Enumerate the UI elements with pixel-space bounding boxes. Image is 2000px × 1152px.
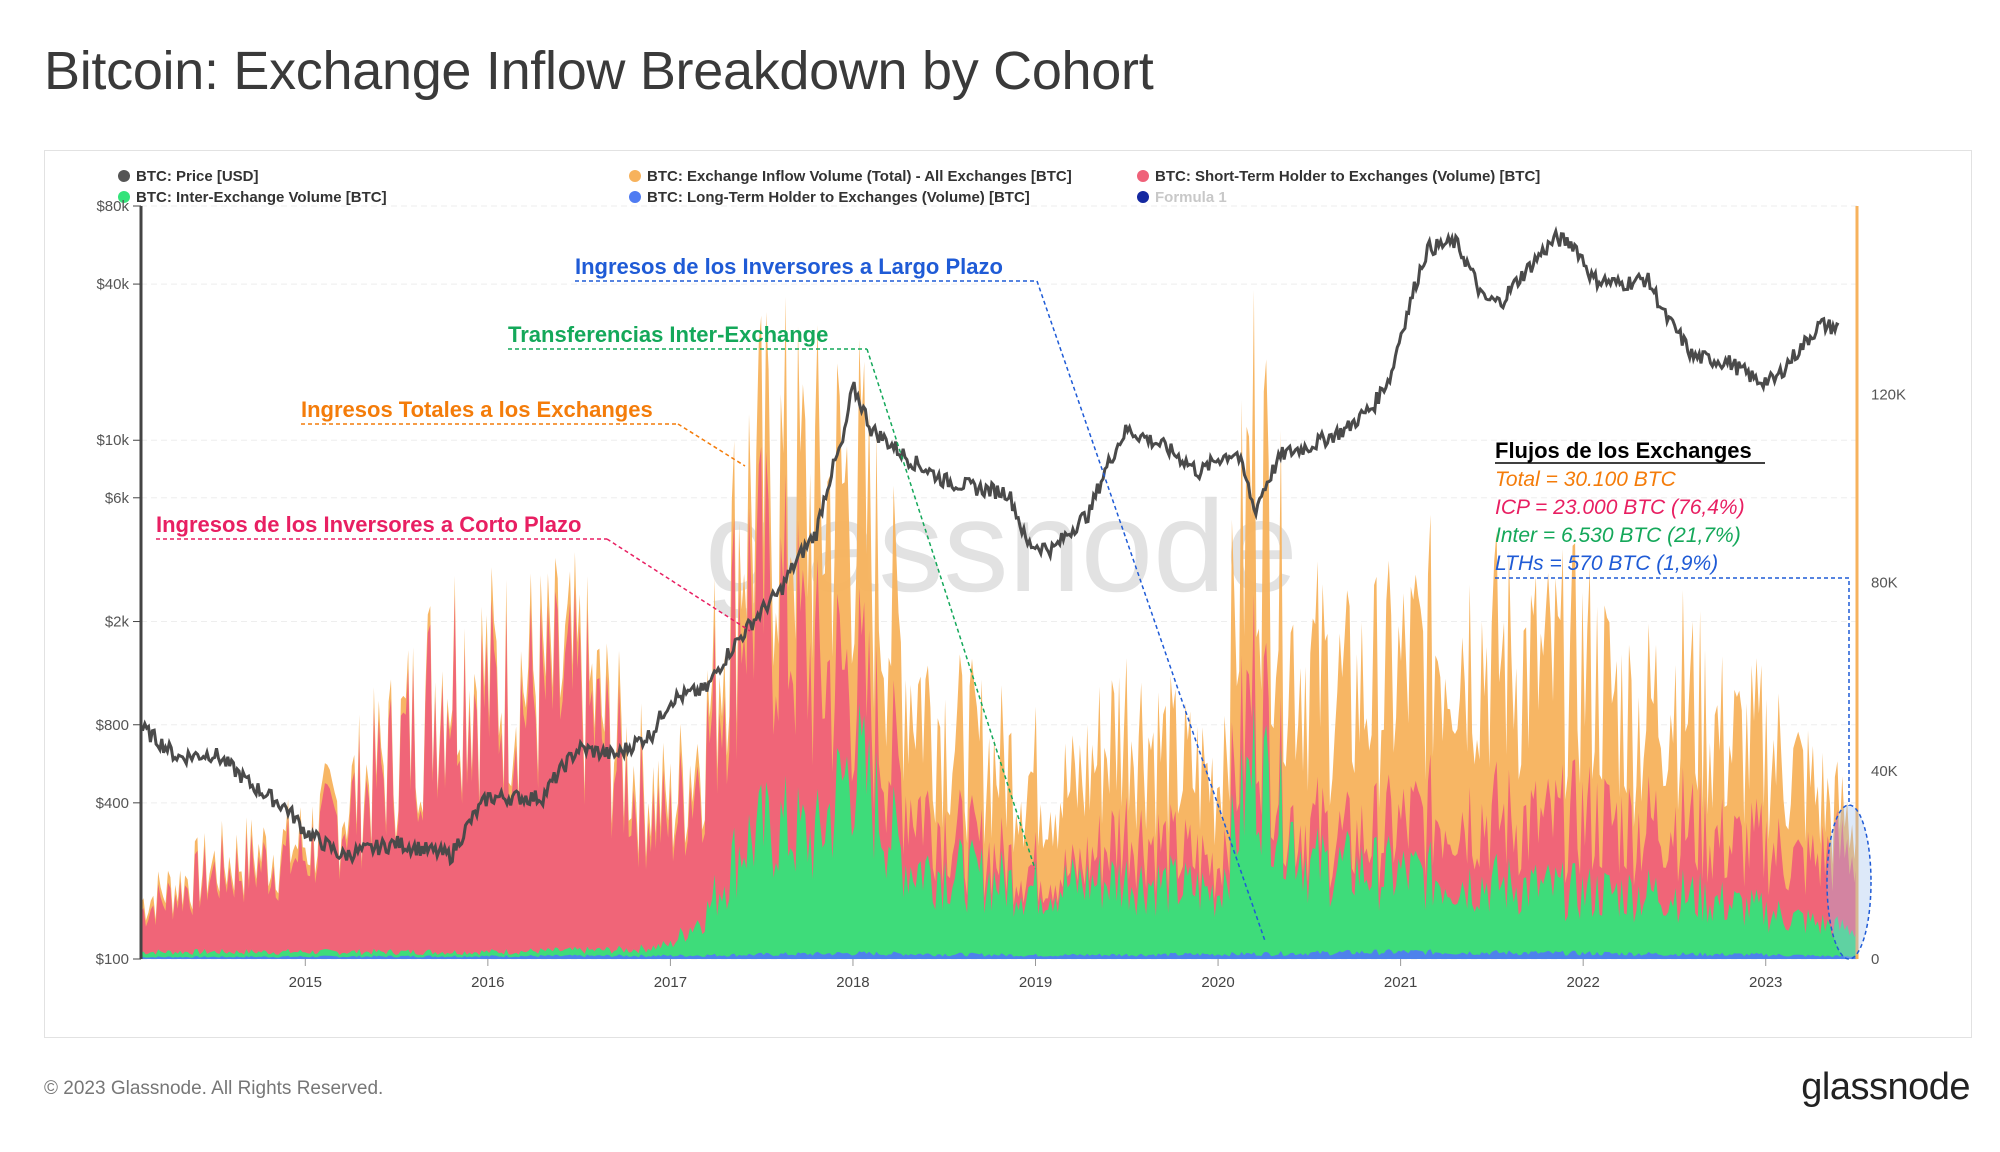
chart-svg: BTC: Price [USD] BTC: Exchange Inflow Vo… [96, 168, 1906, 991]
annotation-total-leader [677, 423, 746, 467]
left-axis-ticks: $100 $400 $800 $2k $6k $10k $40k $80k [96, 198, 141, 968]
flows-line-inter: Inter = 6.530 BTC (21,7%) [1495, 524, 1741, 547]
annotation-lth-label: Ingresos de los Inversores a Largo Plazo [575, 254, 1003, 279]
legend-item-formula[interactable]: Formula 1 [1137, 189, 1227, 206]
legend-item-total-inflow[interactable]: BTC: Exchange Inflow Volume (Total) - Al… [629, 168, 1072, 185]
chart-frame: BTC: Price [USD] BTC: Exchange Inflow Vo… [44, 150, 1972, 1038]
legend-item-sth[interactable]: BTC: Short-Term Holder to Exchanges (Vol… [1137, 168, 1540, 185]
legend-total-dot [629, 170, 641, 182]
legend-inter-dot [118, 191, 130, 203]
flows-box: Flujos de los Exchanges Total = 30.100 B… [1495, 438, 1872, 960]
series-area-2 [141, 702, 1857, 959]
annotation-total-label: Ingresos Totales a los Exchanges [301, 397, 653, 422]
x-tick-label-5: 2020 [1201, 974, 1234, 991]
left-tick-label-1: $400 [96, 795, 129, 812]
flows-line-lth: LTHs = 570 BTC (1,9%) [1495, 552, 1718, 575]
legend-item-lth[interactable]: BTC: Long-Term Holder to Exchanges (Volu… [629, 189, 1030, 206]
page-title: Bitcoin: Exchange Inflow Breakdown by Co… [44, 41, 1154, 101]
legend-formula-dot [1137, 191, 1149, 203]
x-tick-label-0: 2015 [289, 974, 322, 991]
series-areas [141, 290, 1857, 959]
right-tick-label-1: 40K [1871, 763, 1898, 780]
annotation-inter-leader [866, 348, 1036, 870]
annotation-inter: Transferencias Inter-Exchange [508, 322, 1036, 870]
right-axis-ticks: 0 40K 80K 120K [1871, 386, 1906, 968]
annotation-inter-label: Transferencias Inter-Exchange [508, 322, 828, 347]
left-tick-label-5: $10k [96, 432, 129, 449]
footer-logo[interactable]: glassnode [1801, 1066, 1970, 1108]
latest-value-highlight [1826, 804, 1872, 960]
legend-total-label: BTC: Exchange Inflow Volume (Total) - Al… [647, 168, 1072, 185]
legend-sth-label: BTC: Short-Term Holder to Exchanges (Vol… [1155, 168, 1540, 185]
x-tick-label-8: 2023 [1749, 974, 1782, 991]
x-tick-label-3: 2018 [836, 974, 869, 991]
legend-sth-dot [1137, 170, 1149, 182]
legend-price-dot [118, 170, 130, 182]
annotation-sth-leader [606, 538, 751, 632]
flows-line-sth: ICP = 23.000 BTC (76,4%) [1495, 496, 1745, 519]
left-tick-label-7: $80k [96, 198, 129, 215]
x-axis-ticks: 2015 2016 2017 2018 2019 2020 2021 2022 2023 [289, 959, 1782, 991]
annotation-lth: Ingresos de los Inversores a Largo Plazo [575, 254, 1266, 942]
right-tick-label-0: 0 [1871, 951, 1879, 968]
left-tick-label-2: $800 [96, 717, 129, 734]
series-area-1 [141, 446, 1857, 959]
legend-item-price[interactable]: BTC: Price [USD] [118, 168, 259, 185]
annotation-total: Ingresos Totales a los Exchanges [301, 397, 746, 467]
legend-lth-label: BTC: Long-Term Holder to Exchanges (Volu… [647, 189, 1030, 206]
x-tick-label-6: 2021 [1384, 974, 1417, 991]
left-tick-label-4: $6k [105, 490, 130, 507]
footer-copyright: © 2023 Glassnode. All Rights Reserved. [44, 1078, 384, 1099]
flows-heading: Flujos de los Exchanges [1495, 438, 1752, 463]
series-area-3 [141, 949, 1857, 959]
legend-item-inter-exchange[interactable]: BTC: Inter-Exchange Volume [BTC] [118, 189, 387, 206]
x-tick-label-1: 2016 [471, 974, 504, 991]
left-tick-label-6: $40k [96, 276, 129, 293]
annotation-sth-label: Ingresos de los Inversores a Corto Plazo [156, 512, 581, 537]
legend-price-label: BTC: Price [USD] [136, 168, 259, 185]
right-tick-label-2: 80K [1871, 575, 1898, 592]
left-tick-label-3: $2k [105, 614, 130, 631]
x-tick-label-7: 2022 [1566, 974, 1599, 991]
flows-line-total: Total = 30.100 BTC [1495, 468, 1677, 491]
flows-leader [1495, 577, 1850, 806]
legend-inter-label: BTC: Inter-Exchange Volume [BTC] [136, 189, 387, 206]
price-line [140, 225, 1840, 867]
right-tick-label-3: 120K [1871, 386, 1906, 403]
left-tick-label-0: $100 [96, 951, 129, 968]
x-tick-label-2: 2017 [654, 974, 687, 991]
legend-lth-dot [629, 191, 641, 203]
x-tick-label-4: 2019 [1019, 974, 1052, 991]
legend-formula-label: Formula 1 [1155, 189, 1227, 206]
annotation-lth-leader [1036, 280, 1266, 942]
annotation-sth: Ingresos de los Inversores a Corto Plazo [156, 512, 751, 632]
legend: BTC: Price [USD] BTC: Exchange Inflow Vo… [118, 168, 1540, 206]
